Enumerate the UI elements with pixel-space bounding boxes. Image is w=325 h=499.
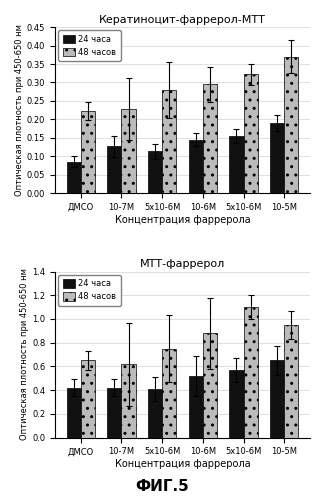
Bar	[67, 388, 81, 438]
Bar	[229, 370, 243, 438]
Bar	[107, 388, 122, 438]
Bar	[284, 325, 298, 438]
Bar	[243, 307, 258, 438]
Bar	[148, 152, 162, 193]
Bar	[122, 109, 136, 193]
Bar	[162, 90, 176, 193]
Title: МТТ-фаррерол: МТТ-фаррерол	[140, 259, 225, 269]
Text: ФИГ.5: ФИГ.5	[136, 479, 189, 494]
Bar	[203, 333, 217, 438]
Bar	[122, 364, 136, 438]
Bar	[270, 360, 284, 438]
Bar	[81, 360, 95, 438]
Bar	[162, 349, 176, 438]
Bar	[188, 376, 203, 438]
X-axis label: Концентрация фаррерола: Концентрация фаррерола	[115, 459, 250, 469]
Bar	[270, 123, 284, 193]
Legend: 24 часа, 48 часов: 24 часа, 48 часов	[58, 30, 121, 61]
X-axis label: Концентрация фаррерола: Концентрация фаррерола	[115, 215, 250, 225]
Y-axis label: Оптическая плотность при 450-650 нм: Оптическая плотность при 450-650 нм	[15, 24, 24, 196]
Bar	[284, 57, 298, 193]
Bar	[188, 140, 203, 193]
Y-axis label: Оптическая плотность при 450-650 нм: Оптическая плотность при 450-650 нм	[20, 268, 29, 441]
Bar	[203, 84, 217, 193]
Bar	[107, 146, 122, 193]
Legend: 24 часа, 48 часов: 24 часа, 48 часов	[58, 275, 121, 305]
Bar	[243, 74, 258, 193]
Bar	[148, 389, 162, 438]
Bar	[67, 162, 81, 193]
Bar	[229, 136, 243, 193]
Title: Кератиноцит-фаррерол-МТТ: Кератиноцит-фаррерол-МТТ	[99, 15, 266, 25]
Bar	[81, 111, 95, 193]
